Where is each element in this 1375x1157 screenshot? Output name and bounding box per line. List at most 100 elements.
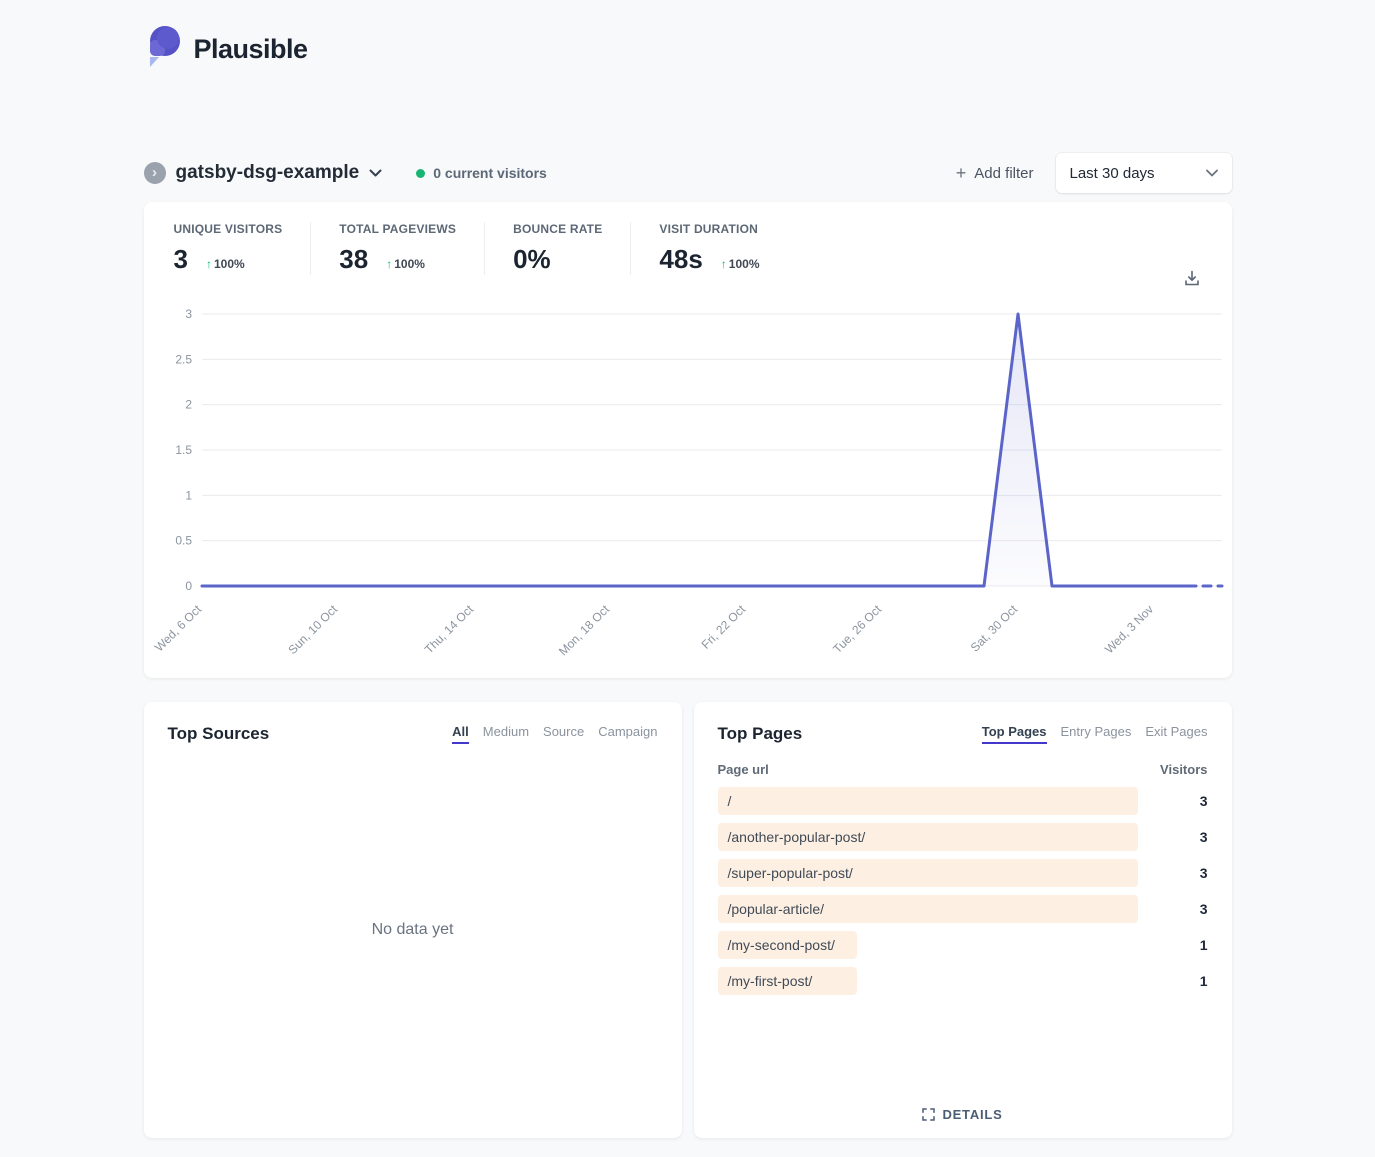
visitors-count: 1 xyxy=(1199,937,1208,953)
site-chevron-down-icon[interactable] xyxy=(369,169,382,178)
page-bar-area: / xyxy=(717,787,1138,815)
visitors-count: 3 xyxy=(1199,829,1208,845)
stat-change: ↑ 100% xyxy=(720,257,760,271)
page-url-link[interactable]: /my-second-post/ xyxy=(727,937,835,953)
details-button[interactable]: DETAILS xyxy=(694,1107,1232,1122)
top-pages-card: Top Pages Top Pages Entry Pages Exit Pag… xyxy=(693,702,1232,1138)
svg-text:Sat, 30 Oct: Sat, 30 Oct xyxy=(967,602,1020,655)
visitors-count: 3 xyxy=(1199,793,1208,809)
svg-text:Tue, 26 Oct: Tue, 26 Oct xyxy=(830,602,884,656)
top-sources-card: Top Sources All Medium Source Campaign N… xyxy=(143,702,682,1138)
svg-text:Wed, 3 Nov: Wed, 3 Nov xyxy=(1102,602,1156,656)
add-filter-label: Add filter xyxy=(974,164,1034,182)
stat-value: 38 xyxy=(339,244,369,274)
stat-total-pageviews[interactable]: TOTAL PAGEVIEWS 38 ↑ 100% xyxy=(339,222,486,275)
stat-value: 48s xyxy=(659,244,703,274)
svg-text:2.5: 2.5 xyxy=(175,352,192,366)
page-url-bar[interactable]: /popular-article/ xyxy=(717,895,1138,923)
online-dot-icon xyxy=(416,168,426,178)
table-row: /my-first-post/1 xyxy=(717,967,1208,995)
stat-value: 0% xyxy=(513,244,551,274)
top-pages-rows: /3/another-popular-post/3/super-popular-… xyxy=(717,787,1208,995)
expand-icon xyxy=(922,1108,936,1121)
page-url-bar[interactable]: /my-first-post/ xyxy=(717,967,858,995)
tab-entry-pages[interactable]: Entry Pages xyxy=(1060,724,1132,739)
date-range-select[interactable]: Last 30 days xyxy=(1055,153,1232,193)
top-pages-title: Top Pages xyxy=(717,724,803,743)
stat-unique-visitors[interactable]: UNIQUE VISITORS 3 ↑ 100% xyxy=(174,222,312,275)
details-label: DETAILS xyxy=(942,1107,1003,1122)
tab-medium[interactable]: Medium xyxy=(482,724,530,739)
current-visitors-label: 0 current visitors xyxy=(433,165,547,181)
page-url-bar[interactable]: /my-second-post/ xyxy=(717,931,858,959)
download-icon[interactable] xyxy=(1182,268,1202,293)
svg-text:Wed, 6 Oct: Wed, 6 Oct xyxy=(151,602,204,655)
visitors-count: 3 xyxy=(1199,865,1208,881)
arrow-up-icon: ↑ xyxy=(205,257,212,271)
page-url-link[interactable]: /my-first-post/ xyxy=(727,973,813,989)
svg-text:1.5: 1.5 xyxy=(175,443,192,457)
arrow-up-icon: ↑ xyxy=(386,257,393,271)
page-bar-area: /my-first-post/ xyxy=(717,967,1138,995)
page-url-bar[interactable]: / xyxy=(717,787,1138,815)
svg-text:Sun, 10 Oct: Sun, 10 Oct xyxy=(285,602,340,657)
top-pages-tabs: Top Pages Entry Pages Exit Pages xyxy=(981,724,1208,744)
table-row: /another-popular-post/3 xyxy=(717,823,1208,851)
page-bar-area: /popular-article/ xyxy=(717,895,1138,923)
arrow-up-icon: ↑ xyxy=(720,257,727,271)
visitors-chart-card: UNIQUE VISITORS 3 ↑ 100% TOTAL PAGEVIEWS … xyxy=(143,202,1232,678)
stat-visit-duration[interactable]: VISIT DURATION 48s ↑ 100% xyxy=(659,222,787,275)
date-range-chevron-down-icon xyxy=(1205,164,1218,182)
tab-source[interactable]: Source xyxy=(543,724,585,739)
stat-change: ↑ 100% xyxy=(205,257,245,271)
visitors-count: 3 xyxy=(1199,901,1208,917)
page-url-bar[interactable]: /super-popular-post/ xyxy=(717,859,1138,887)
svg-text:Thu, 14 Oct: Thu, 14 Oct xyxy=(421,602,476,657)
page-url-link[interactable]: /another-popular-post/ xyxy=(727,829,866,845)
stat-bounce-rate[interactable]: BOUNCE RATE 0% xyxy=(513,222,632,275)
visitors-count: 1 xyxy=(1199,973,1208,989)
column-header-visitors: Visitors xyxy=(1160,762,1208,777)
svg-text:3: 3 xyxy=(185,307,192,321)
page-url-link[interactable]: /super-popular-post/ xyxy=(727,865,853,881)
stat-label: UNIQUE VISITORS xyxy=(173,222,283,236)
add-filter-button[interactable]: + Add filter xyxy=(956,164,1034,182)
stat-change: ↑ 100% xyxy=(386,257,425,271)
page-bar-area: /super-popular-post/ xyxy=(717,859,1138,887)
table-row: /my-second-post/1 xyxy=(717,931,1208,959)
date-range-value: Last 30 days xyxy=(1069,164,1155,182)
stats-row: UNIQUE VISITORS 3 ↑ 100% TOTAL PAGEVIEWS … xyxy=(144,202,1232,275)
plausible-logo-icon xyxy=(144,24,184,75)
stat-label: TOTAL PAGEVIEWS xyxy=(339,222,457,236)
tab-campaign[interactable]: Campaign xyxy=(598,724,658,739)
no-data-message: No data yet xyxy=(371,921,454,938)
table-row: /super-popular-post/3 xyxy=(717,859,1208,887)
svg-text:0: 0 xyxy=(185,579,192,593)
current-visitors[interactable]: 0 current visitors xyxy=(416,165,547,181)
table-column-headers: Page url Visitors xyxy=(718,762,1208,777)
site-name[interactable]: gatsby-dsg-example xyxy=(175,162,360,183)
svg-text:Fri, 22 Oct: Fri, 22 Oct xyxy=(698,602,748,652)
top-bar: Plausible xyxy=(144,0,1232,75)
page-bar-area: /another-popular-post/ xyxy=(717,823,1138,851)
tab-exit-pages[interactable]: Exit Pages xyxy=(1145,724,1208,739)
page-url-link[interactable]: / xyxy=(727,793,732,809)
svg-text:0.5: 0.5 xyxy=(175,534,192,548)
table-row: /3 xyxy=(717,787,1208,815)
top-sources-tabs: All Medium Source Campaign xyxy=(452,724,658,744)
stat-label: VISIT DURATION xyxy=(659,222,758,236)
site-selector-row: › gatsby-dsg-example 0 current visitors … xyxy=(143,153,1232,193)
stat-label: BOUNCE RATE xyxy=(513,222,603,236)
brand-name: Plausible xyxy=(193,34,309,64)
stat-value: 3 xyxy=(173,244,188,274)
svg-text:1: 1 xyxy=(185,488,192,502)
tab-top-pages[interactable]: Top Pages xyxy=(981,724,1047,744)
visitors-chart[interactable]: 0 0.5 1 1.5 2 2.5 3 Wed, 6 Oct Sun, 10 Oct Thu, 1… xyxy=(144,295,1232,670)
svg-text:2: 2 xyxy=(185,398,192,412)
page-url-link[interactable]: /popular-article/ xyxy=(727,901,825,917)
site-favicon-icon: › xyxy=(143,162,166,184)
tab-all[interactable]: All xyxy=(452,724,469,744)
page-url-bar[interactable]: /another-popular-post/ xyxy=(717,823,1138,851)
plausible-logo[interactable]: Plausible xyxy=(144,24,308,75)
page-bar-area: /my-second-post/ xyxy=(717,931,1138,959)
